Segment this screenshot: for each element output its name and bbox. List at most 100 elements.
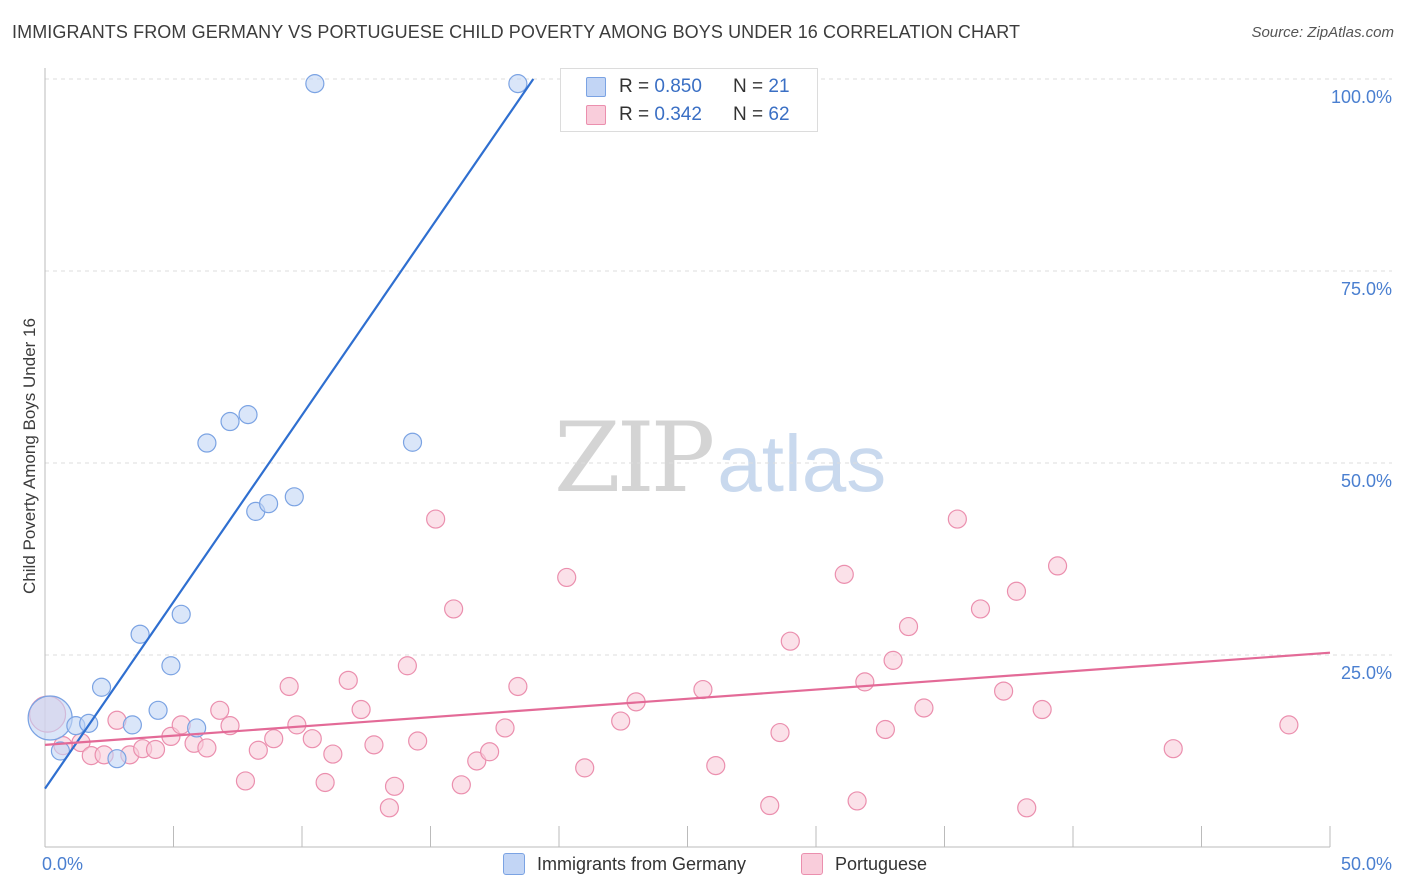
- bottom-legend-label-germany: Immigrants from Germany: [537, 853, 747, 874]
- portuguese-point: [557, 567, 577, 588]
- portuguese-point: [171, 715, 191, 735]
- watermark: ZIPatlas: [554, 402, 886, 514]
- portuguese-point: [444, 599, 464, 619]
- portuguese-point: [706, 755, 726, 776]
- bottom-legend-portuguese: Portuguese: [801, 852, 927, 876]
- germany-points: [27, 74, 528, 769]
- bottom-legend-swatch-portuguese: [801, 853, 823, 875]
- legend-n-label: N =: [733, 104, 769, 125]
- bottom-legend-label-portuguese: Portuguese: [835, 853, 928, 874]
- y-axis-label: Child Poverty Among Boys Under 16: [20, 318, 39, 594]
- germany-point: [107, 749, 127, 769]
- portuguese-point: [495, 718, 515, 738]
- portuguese-point: [379, 798, 399, 818]
- legend-n-germany: N = 21: [733, 76, 790, 98]
- germany-point: [258, 494, 279, 514]
- portuguese-point: [834, 564, 854, 584]
- portuguese-point: [426, 509, 446, 529]
- portuguese-point: [197, 738, 217, 758]
- trend-lines: [44, 78, 1331, 790]
- portuguese-point: [508, 676, 528, 697]
- legend-swatch-germany: [586, 77, 606, 97]
- portuguese-point: [264, 729, 284, 749]
- legend-swatch-portuguese: [586, 105, 606, 125]
- portuguese-point: [1163, 739, 1183, 759]
- germany-point: [161, 656, 181, 676]
- watermark-zip: ZIP: [554, 402, 715, 514]
- germany-point: [508, 74, 528, 94]
- portuguese-point: [384, 776, 405, 796]
- portuguese-point: [770, 722, 790, 743]
- portuguese-point: [947, 509, 967, 529]
- portuguese-point: [451, 775, 471, 795]
- portuguese-point: [1047, 556, 1068, 576]
- portuguese-point: [575, 758, 595, 778]
- portuguese-point: [1006, 581, 1027, 601]
- germany-point: [187, 718, 207, 738]
- portuguese-point: [287, 715, 307, 735]
- legend-r-value: 0.850: [654, 76, 702, 97]
- portuguese-point: [898, 616, 919, 637]
- portuguese-point: [220, 716, 240, 736]
- portuguese-point: [994, 681, 1014, 701]
- y-tick-label: 100.0%: [1331, 87, 1392, 107]
- portuguese-point: [397, 656, 417, 676]
- y-tick-label: 50.0%: [1341, 471, 1392, 491]
- legend-r-label: R =: [619, 76, 655, 97]
- portuguese-point: [780, 631, 800, 651]
- germany-point: [91, 677, 112, 697]
- portuguese-point: [855, 672, 875, 692]
- source-label: Source: ZipAtlas.com: [1251, 24, 1394, 41]
- legend-r-label: R =: [619, 104, 655, 125]
- bottom-legend-swatch-germany: [503, 853, 525, 875]
- portuguese-point: [235, 771, 256, 791]
- portuguese-trend-line: [44, 651, 1331, 746]
- portuguese-point: [351, 699, 371, 720]
- legend-n-value: 62: [768, 104, 790, 125]
- germany-point: [171, 604, 191, 624]
- portuguese-point: [883, 650, 903, 670]
- germany-point: [130, 624, 150, 644]
- gridlines: [45, 78, 1392, 656]
- portuguese-point: [847, 791, 867, 811]
- germany-point: [122, 715, 142, 735]
- portuguese-point: [408, 731, 428, 751]
- germany-point: [284, 487, 304, 507]
- x-tick-label-min: 0.0%: [42, 854, 83, 874]
- germany-point: [197, 433, 217, 453]
- legend-r-value: 0.342: [654, 104, 702, 125]
- portuguese-point: [302, 729, 322, 749]
- germany-point: [238, 405, 258, 425]
- portuguese-point: [248, 740, 268, 760]
- y-tick-label: 75.0%: [1341, 279, 1392, 299]
- correlation-legend: R = 0.850 N = 21 R = 0.342 N = 62: [560, 68, 818, 132]
- portuguese-point: [693, 679, 713, 700]
- germany-point: [305, 74, 325, 94]
- legend-n-value: 21: [768, 76, 790, 97]
- portuguese-point: [875, 719, 895, 740]
- portuguese-points: [28, 509, 1299, 818]
- tick-labels: 25.0% 50.0% 75.0% 100.0% 0.0% 50.0%: [42, 87, 1392, 874]
- germany-point: [50, 741, 71, 761]
- portuguese-point: [970, 599, 991, 619]
- portuguese-point: [338, 670, 358, 690]
- legend-r-germany: R = 0.850: [619, 76, 702, 98]
- portuguese-point: [364, 735, 384, 755]
- x-tick-label-max: 50.0%: [1341, 854, 1392, 874]
- germany-point: [27, 695, 73, 741]
- portuguese-point: [611, 711, 631, 731]
- portuguese-point: [914, 698, 934, 718]
- germany-point: [220, 411, 240, 432]
- y-tick-label: 25.0%: [1341, 663, 1392, 683]
- watermark-atlas: atlas: [717, 419, 887, 508]
- chart-title: IMMIGRANTS FROM GERMANY VS PORTUGUESE CH…: [12, 22, 1021, 42]
- bottom-legend-germany: Immigrants from Germany: [503, 852, 746, 876]
- germany-trend-line: [44, 78, 535, 790]
- portuguese-point: [1032, 699, 1052, 720]
- portuguese-point: [323, 744, 343, 764]
- germany-point: [148, 700, 168, 720]
- portuguese-point: [279, 676, 299, 697]
- portuguese-point: [1017, 798, 1037, 818]
- portuguese-point: [480, 742, 500, 762]
